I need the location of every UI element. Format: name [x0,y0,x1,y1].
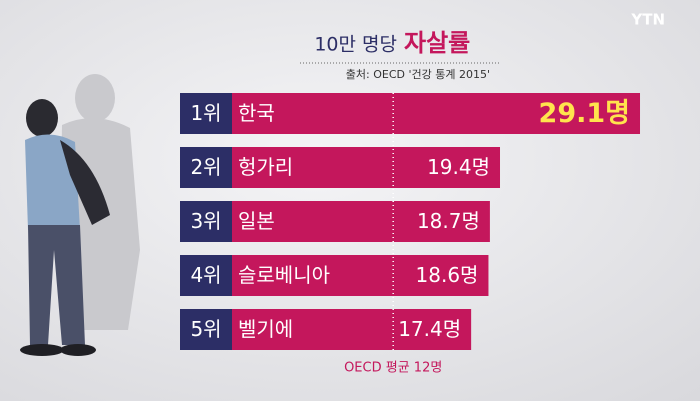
category-label: 한국 [238,101,275,125]
bar [180,147,501,188]
bar [180,93,641,134]
rank-label: 4위 [190,263,221,287]
category-label: 벨기에 [238,317,293,341]
rank-box [180,255,232,296]
chart-title: 10만 명당 [314,34,397,56]
rank-box [180,201,232,242]
logo: YTN [630,11,665,29]
value-label: 29.1명 [539,98,630,129]
category-label: 일본 [238,209,275,233]
rank-box [180,309,232,350]
value-label: 17.4명 [398,317,461,341]
average-label: OECD 평균 12명 [344,361,442,376]
category-label: 슬로베니아 [238,263,330,287]
chart-title-highlight: 자살률 [404,29,470,57]
value-label: 18.6명 [416,263,479,287]
rank-label: 5위 [190,317,221,341]
value-label: 18.7명 [417,209,480,233]
rank-label: 2위 [190,155,221,179]
category-label: 헝가리 [238,155,293,179]
rank-box [180,93,232,134]
figure [20,99,110,356]
value-label: 19.4명 [427,155,490,179]
rank-label: 3위 [190,209,221,233]
rank-box [180,147,232,188]
rank-label: 1위 [190,101,221,125]
source: 출처: OECD '건강 통계 2015' [346,68,490,81]
